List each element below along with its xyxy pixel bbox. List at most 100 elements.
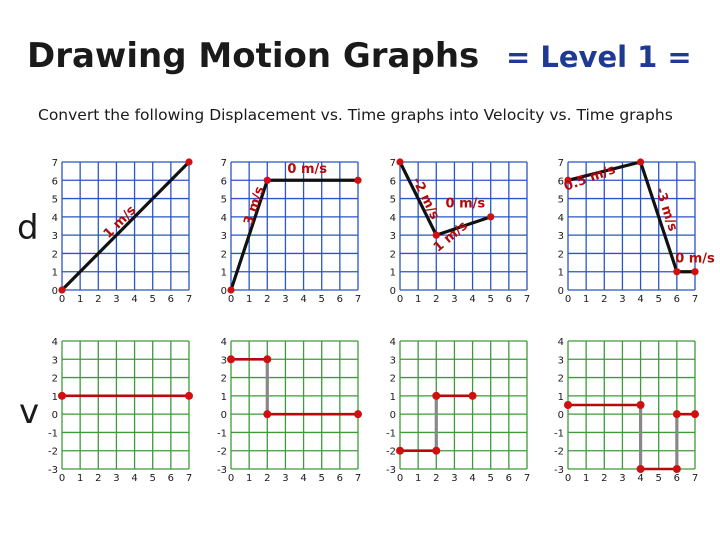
x-tick-label: 5 <box>488 473 494 484</box>
x-tick-label: 4 <box>131 473 137 484</box>
x-tick-label: 0 <box>397 473 403 484</box>
y-tick-label: -3 <box>48 465 58 476</box>
x-tick-label: 4 <box>637 294 643 305</box>
data-point <box>396 158 404 166</box>
x-tick-label: 1 <box>583 294 589 305</box>
y-tick-label: 4 <box>558 213 564 224</box>
data-point <box>58 286 66 294</box>
x-tick-label: 3 <box>282 294 288 305</box>
y-tick-label: 2 <box>558 374 564 385</box>
x-tick-label: 3 <box>113 473 119 484</box>
y-tick-label: 1 <box>390 392 396 403</box>
x-tick-label: 0 <box>59 294 65 305</box>
y-tick-label: 1 <box>390 268 396 279</box>
x-tick-label: 7 <box>692 473 698 484</box>
y-tick-label: 1 <box>52 268 58 279</box>
x-tick-label: 2 <box>601 473 607 484</box>
y-tick-label: 3 <box>221 231 227 242</box>
data-point <box>432 231 440 239</box>
y-tick-label: 0 <box>52 410 58 421</box>
y-tick-label: -1 <box>217 428 227 439</box>
y-tick-label: 1 <box>221 392 227 403</box>
y-tick-label: -3 <box>554 465 564 476</box>
displacement-line <box>567 160 695 274</box>
y-tick-label: 7 <box>221 158 227 169</box>
data-point <box>227 286 235 294</box>
data-point <box>673 268 681 276</box>
level-label: = Level 1 = <box>506 40 692 74</box>
data-point <box>263 176 271 184</box>
x-tick-label: 4 <box>131 294 137 305</box>
data-point <box>564 401 572 409</box>
x-tick-label: 1 <box>583 473 589 484</box>
x-tick-label: 2 <box>264 294 270 305</box>
graph-2-displacement: 0 1 2 3 4 5 6 7 0 1 2 3 4 5 6 7 3 m/s 0 m/s <box>221 158 362 305</box>
x-tick-label: 1 <box>77 473 83 484</box>
x-tick-label: 0 <box>228 473 234 484</box>
x-tick-label: 5 <box>488 294 494 305</box>
data-point <box>636 401 645 409</box>
slope-annotation: 0 m/s <box>675 251 715 266</box>
displacement-line <box>60 160 191 292</box>
y-tick-label: 2 <box>390 249 396 260</box>
y-tick-label: 2 <box>558 249 564 260</box>
x-tick-label: 4 <box>469 473 475 484</box>
x-tick-label: 3 <box>451 294 457 305</box>
y-tick-label: 5 <box>52 195 58 206</box>
y-tick-label: 1 <box>558 268 564 279</box>
data-point <box>691 268 699 276</box>
y-tick-label: 2 <box>221 249 227 260</box>
x-tick-label: 2 <box>95 294 101 305</box>
y-tick-label: 6 <box>221 176 227 187</box>
x-tick-label: 7 <box>355 473 361 484</box>
graph-8-velocity: 0 1 2 3 4 5 6 7 -3 -2 -1 0 1 2 3 4 <box>554 337 699 484</box>
y-tick-label: 1 <box>52 392 58 403</box>
data-point <box>487 213 495 221</box>
velocity-row-label: v <box>19 392 40 432</box>
x-tick-label: 1 <box>415 294 421 305</box>
y-tick-label: 3 <box>52 231 58 242</box>
x-tick-label: 7 <box>355 294 361 305</box>
y-tick-label: -2 <box>48 447 58 458</box>
y-tick-label: 5 <box>221 195 227 206</box>
x-tick-label: 3 <box>619 473 625 484</box>
y-tick-label: -1 <box>48 428 58 439</box>
x-tick-label: 3 <box>113 294 119 305</box>
x-tick-label: 0 <box>565 473 571 484</box>
x-tick-label: 6 <box>168 473 174 484</box>
data-point <box>185 391 193 400</box>
x-tick-label: 4 <box>637 473 643 484</box>
x-tick-label: 5 <box>656 473 662 484</box>
y-tick-label: 3 <box>390 231 396 242</box>
y-tick-label: 6 <box>390 176 396 187</box>
x-tick-label: 6 <box>168 294 174 305</box>
y-tick-label: 0 <box>558 286 564 297</box>
x-tick-label: 5 <box>150 473 156 484</box>
x-tick-label: 1 <box>246 294 252 305</box>
x-tick-label: 2 <box>433 473 439 484</box>
x-tick-label: 7 <box>524 473 530 484</box>
x-tick-label: 4 <box>469 294 475 305</box>
x-tick-label: 7 <box>692 294 698 305</box>
x-tick-label: 6 <box>506 294 512 305</box>
data-point <box>636 465 645 473</box>
slope-annotation: 0.5 m/s <box>562 162 618 195</box>
data-point <box>263 355 272 364</box>
x-tick-label: 2 <box>264 473 270 484</box>
x-tick-label: 0 <box>59 473 65 484</box>
x-tick-label: 7 <box>186 294 192 305</box>
y-tick-label: 3 <box>558 355 564 366</box>
data-point <box>396 446 404 455</box>
x-tick-label: 2 <box>95 473 101 484</box>
x-tick-label: 6 <box>337 294 343 305</box>
x-tick-label: 3 <box>282 473 288 484</box>
x-tick-label: 3 <box>451 473 457 484</box>
y-tick-label: 3 <box>52 355 58 366</box>
y-tick-label: -2 <box>386 447 396 458</box>
data-point <box>564 176 572 184</box>
x-tick-label: 0 <box>397 294 403 305</box>
data-point <box>672 465 681 473</box>
y-tick-label: -2 <box>217 447 227 458</box>
